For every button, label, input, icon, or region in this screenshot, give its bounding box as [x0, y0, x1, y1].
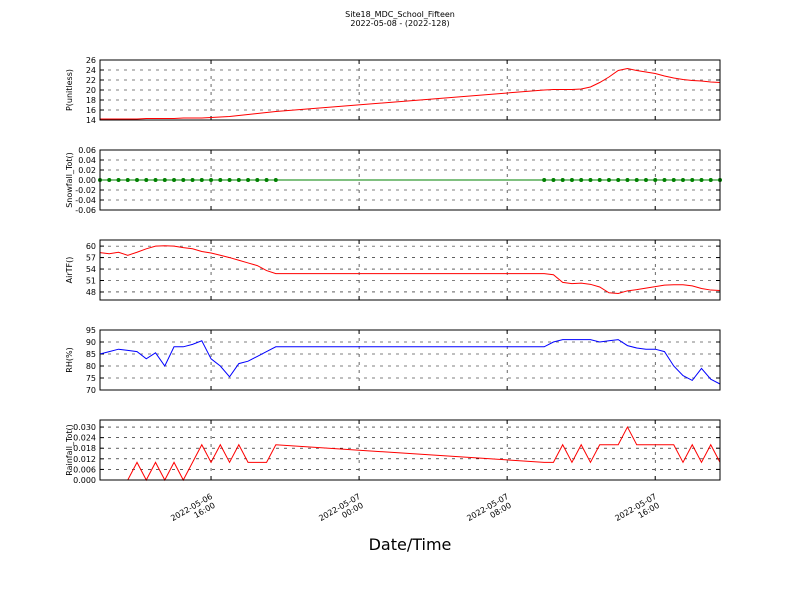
data-line [99, 245, 721, 295]
data-point [542, 178, 547, 182]
y-tick-label: 48 [86, 288, 96, 297]
data-point [236, 178, 241, 182]
y-tick-label: 0.030 [73, 423, 96, 432]
y-tick-label: 14 [86, 116, 96, 125]
data-point [606, 178, 611, 182]
data-point [588, 178, 593, 182]
data-point [227, 178, 232, 182]
y-axis-label: Snowfall_Tot() [65, 152, 74, 208]
y-tick-label: 0.000 [73, 476, 96, 485]
y-tick-label: 0.00 [78, 176, 96, 185]
y-tick-label: 20 [86, 86, 96, 95]
data-point [551, 178, 556, 182]
y-axis-label: P(unitless) [65, 69, 74, 111]
data-point [246, 178, 251, 182]
plot-frame [99, 239, 721, 301]
data-point [708, 178, 713, 182]
data-point [643, 178, 648, 182]
data-point [107, 178, 112, 182]
y-tick-label: 57 [86, 254, 96, 263]
plot-frame [99, 149, 721, 211]
plot-frame [99, 59, 721, 121]
x-tick-label: 2022-05-07 08:00 [465, 492, 514, 531]
y-axis-label: AirTF() [65, 257, 74, 284]
y-tick-label: 22 [86, 76, 96, 85]
y-tick-label: 60 [86, 242, 96, 251]
chart-title: Site18_MDC_School_Fifteen [345, 10, 455, 19]
plot-frame [99, 329, 721, 391]
plot-frame [99, 419, 721, 481]
y-tick-label: 80 [86, 362, 96, 371]
data-point [181, 178, 186, 182]
x-tick-label: 2022-05-07 16:00 [613, 492, 662, 531]
data-point [125, 178, 130, 182]
y-tick-label: 51 [86, 277, 96, 286]
y-tick-label: 0.012 [73, 455, 96, 464]
data-line [100, 67, 721, 120]
data-point [653, 178, 658, 182]
data-point [662, 178, 667, 182]
y-tick-label: -0.04 [75, 196, 96, 205]
data-point [144, 178, 149, 182]
y-tick-label: 16 [86, 106, 96, 115]
y-tick-label: 0.06 [78, 146, 96, 155]
data-point [671, 178, 676, 182]
data-point [597, 178, 602, 182]
y-axis-label: RH(%) [65, 347, 74, 372]
data-point [153, 178, 158, 182]
y-tick-label: 70 [86, 386, 96, 395]
data-point [560, 178, 565, 182]
y-tick-label: 18 [86, 96, 96, 105]
data-point [579, 178, 584, 182]
y-tick-label: 0.04 [78, 156, 96, 165]
data-point [634, 178, 639, 182]
y-tick-label: 90 [86, 338, 96, 347]
y-tick-label: 0.018 [73, 444, 96, 453]
data-point [135, 178, 140, 182]
data-line [100, 425, 721, 482]
data-point [255, 178, 260, 182]
y-tick-label: 54 [86, 265, 96, 274]
data-point [625, 178, 630, 182]
chart-subtitle: 2022-05-08 - (2022-128) [350, 19, 449, 28]
data-point [162, 178, 167, 182]
data-point [199, 178, 204, 182]
data-point [172, 178, 177, 182]
data-point [680, 178, 685, 182]
y-tick-label: 75 [86, 374, 96, 383]
data-point [569, 178, 574, 182]
data-point [190, 178, 195, 182]
y-tick-label: 0.006 [73, 465, 96, 474]
y-tick-label: -0.06 [75, 206, 96, 215]
data-point [218, 178, 223, 182]
data-line [99, 339, 721, 385]
x-axis-label: Date/Time [369, 535, 452, 554]
data-point [690, 178, 695, 182]
x-tick-label: 2022-05-07 00:00 [317, 492, 366, 531]
data-point [616, 178, 621, 182]
data-point [273, 178, 278, 182]
data-point [699, 178, 704, 182]
data-point [209, 178, 214, 182]
y-tick-label: 0.024 [73, 434, 96, 443]
y-tick-label: -0.02 [75, 186, 96, 195]
data-point [116, 178, 121, 182]
y-axis-label: Rainfall_Tot() [65, 424, 74, 476]
y-tick-label: 24 [86, 66, 96, 75]
data-point [264, 178, 269, 182]
y-tick-label: 85 [86, 350, 96, 359]
y-tick-label: 95 [86, 326, 96, 335]
y-tick-label: 0.02 [78, 166, 96, 175]
x-tick-label: 2022-05-06 16:00 [169, 492, 218, 531]
y-tick-label: 26 [86, 56, 96, 65]
